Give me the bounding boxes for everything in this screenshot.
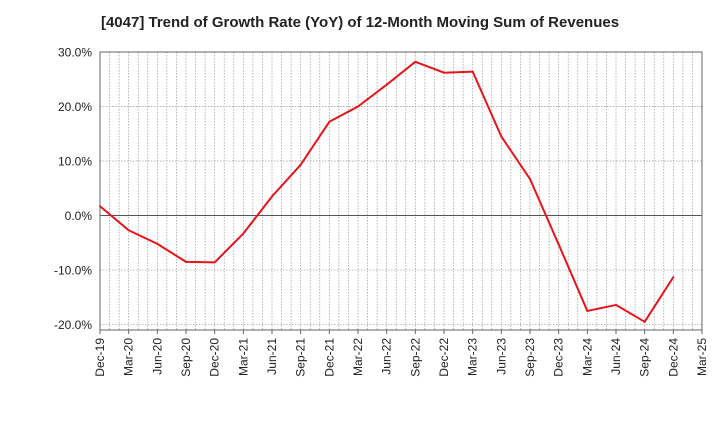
data-point [471, 70, 474, 73]
x-tick-label: Sep-22 [408, 338, 422, 377]
x-tick-label: Jun-24 [609, 338, 623, 375]
y-tick-label: 0.0% [65, 209, 93, 223]
x-tick-label: Jun-21 [265, 338, 279, 375]
x-tick-label: Sep-23 [523, 338, 537, 377]
data-point [213, 261, 216, 264]
plot-border [99, 51, 703, 331]
x-tick-label: Mar-24 [580, 338, 594, 376]
y-tick-label: 20.0% [58, 100, 92, 114]
x-tick-labels: Dec-19 Mar-20 Jun-20 Sep-20 Dec-20 Mar-21 Jun-… [93, 338, 709, 377]
x-tick-label: Dec-21 [322, 338, 336, 377]
x-tick-label: Dec-19 [93, 338, 107, 377]
data-point [127, 229, 130, 232]
y-tick-label: -20.0% [54, 318, 92, 332]
x-tick-label: Dec-24 [666, 338, 680, 377]
axis-layer [99, 51, 703, 334]
series-layer [99, 60, 675, 323]
data-point [385, 83, 388, 86]
data-point [299, 163, 302, 166]
data-point [99, 205, 101, 208]
data-point [414, 60, 417, 63]
x-tick-label: Mar-21 [236, 338, 250, 376]
y-tick-labels: 30.0% 20.0% 10.0% 0.0% -10.0% -20.0% [54, 46, 92, 333]
y-tick-label: 30.0% [58, 46, 92, 60]
chart-title: [4047] Trend of Growth Rate (YoY) of 12-… [100, 14, 620, 31]
data-point [672, 276, 675, 279]
data-point [156, 242, 159, 245]
x-tick-label: Jun-23 [494, 338, 508, 375]
data-point [443, 71, 445, 74]
data-point [271, 195, 273, 198]
x-tick-label: Sep-21 [294, 338, 308, 377]
x-tick-label: Dec-23 [552, 338, 566, 377]
x-tick-label: Sep-24 [638, 338, 652, 377]
x-tick-label: Jun-20 [150, 338, 164, 375]
data-point [242, 232, 245, 235]
x-tick-label: Dec-20 [208, 338, 222, 377]
x-tick-label: Mar-25 [695, 338, 709, 376]
data-point [586, 309, 589, 312]
x-tick-label: Mar-22 [351, 338, 365, 376]
x-tick-label: Dec-22 [437, 338, 451, 377]
data-point [529, 178, 531, 181]
x-tick-label: Mar-20 [122, 338, 136, 376]
data-point [615, 303, 617, 306]
grid-layer [100, 51, 702, 330]
data-point [185, 260, 187, 263]
x-tick-label: Jun-22 [380, 338, 394, 375]
data-point [357, 105, 359, 108]
data-point [500, 135, 503, 138]
data-point [557, 243, 560, 246]
y-tick-label: 10.0% [58, 155, 92, 169]
y-tick-label: -10.0% [54, 264, 92, 278]
data-point [643, 320, 646, 323]
data-point [328, 120, 331, 123]
x-tick-label: Mar-23 [466, 338, 480, 376]
x-tick-label: Sep-20 [179, 338, 193, 377]
